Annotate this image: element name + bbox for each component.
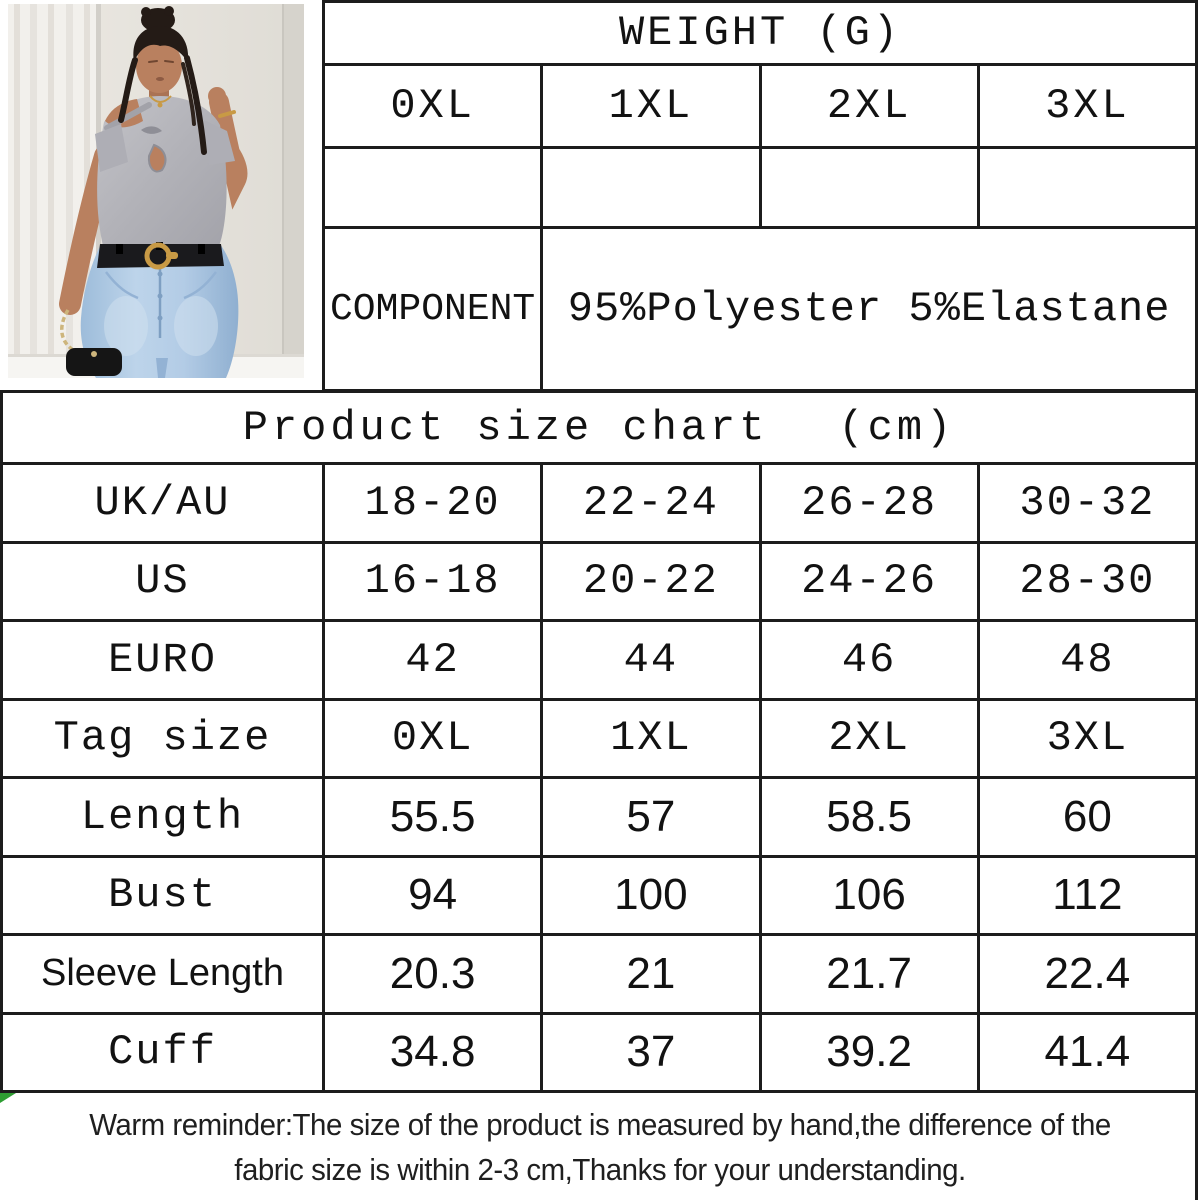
weight-empty-cell — [543, 149, 759, 226]
size-value-cell: 106 — [761, 857, 977, 933]
size-value-cell: 42 — [325, 622, 541, 698]
green-corner-accent — [0, 1093, 16, 1103]
size-value-cell: 48 — [979, 622, 1195, 698]
size-value-cell: 41.4 — [979, 1014, 1195, 1090]
size-value-cell: 60 — [979, 779, 1195, 855]
warm-reminder: Warm reminder:The size of the product is… — [30, 1102, 1170, 1192]
warm-reminder-line2: fabric size is within 2-3 cm,Thanks for … — [234, 1152, 966, 1187]
weight-col-2xl: 2XL — [761, 66, 977, 146]
size-value-cell: 20.3 — [325, 936, 541, 1012]
size-value-cell: 20-22 — [543, 543, 759, 619]
size-value-cell: 112 — [979, 857, 1195, 933]
component-value: 95%Polyester 5%Elastane — [543, 229, 1195, 389]
size-value-cell: 28-30 — [979, 543, 1195, 619]
weight-col-0xl: 0XL — [325, 66, 541, 146]
warm-reminder-line1: Warm reminder:The size of the product is… — [89, 1107, 1111, 1142]
size-value-cell: 16-18 — [325, 543, 541, 619]
size-value-cell: 26-28 — [761, 465, 977, 541]
size-value-cell: 100 — [543, 857, 759, 933]
size-value-cell: 1XL — [543, 700, 759, 776]
size-value-cell: 55.5 — [325, 779, 541, 855]
weight-empty-cell — [325, 149, 541, 226]
weight-table: WEIGHT (G) 0XL 1XL 2XL 3XL COMPONENT 95%… — [322, 0, 1198, 392]
row-label-length: Length — [3, 779, 322, 855]
right-border-line — [1195, 1088, 1198, 1200]
size-value-cell: 57 — [543, 779, 759, 855]
size-table-title-text: Product size chart — [242, 403, 769, 452]
model-photo-illustration — [8, 4, 304, 378]
size-value-cell: 46 — [761, 622, 977, 698]
size-value-cell: 21 — [543, 936, 759, 1012]
row-label-euro: EURO — [3, 622, 322, 698]
weight-table-title: WEIGHT (G) — [325, 3, 1195, 63]
weight-empty-cell — [979, 149, 1195, 226]
weight-col-3xl: 3XL — [979, 66, 1195, 146]
row-label-sleeve-length: Sleeve Length — [3, 936, 322, 1012]
size-value-cell: 2XL — [761, 700, 977, 776]
row-label-cuff: Cuff — [3, 1014, 322, 1090]
row-label-us: US — [3, 543, 322, 619]
product-size-table: Product size chart (cm) UK/AU 18-20 22-2… — [0, 390, 1198, 1093]
size-value-cell: 37 — [543, 1014, 759, 1090]
size-table-title: Product size chart (cm) — [3, 393, 1195, 462]
component-label: COMPONENT — [325, 229, 541, 389]
size-value-cell: 0XL — [325, 700, 541, 776]
size-table-unit: (cm) — [838, 403, 956, 452]
size-value-cell: 30-32 — [979, 465, 1195, 541]
row-label-uk-au: UK/AU — [3, 465, 322, 541]
weight-col-1xl: 1XL — [543, 66, 759, 146]
size-value-cell: 58.5 — [761, 779, 977, 855]
size-value-cell: 39.2 — [761, 1014, 977, 1090]
size-value-cell: 44 — [543, 622, 759, 698]
size-value-cell: 3XL — [979, 700, 1195, 776]
size-value-cell: 34.8 — [325, 1014, 541, 1090]
size-value-cell: 21.7 — [761, 936, 977, 1012]
size-value-cell: 94 — [325, 857, 541, 933]
row-label-tag-size: Tag size — [3, 700, 322, 776]
size-value-cell: 22.4 — [979, 936, 1195, 1012]
product-photo — [0, 0, 322, 390]
size-value-cell: 22-24 — [543, 465, 759, 541]
row-label-bust: Bust — [3, 857, 322, 933]
size-value-cell: 18-20 — [325, 465, 541, 541]
size-value-cell: 24-26 — [761, 543, 977, 619]
weight-empty-cell — [761, 149, 977, 226]
